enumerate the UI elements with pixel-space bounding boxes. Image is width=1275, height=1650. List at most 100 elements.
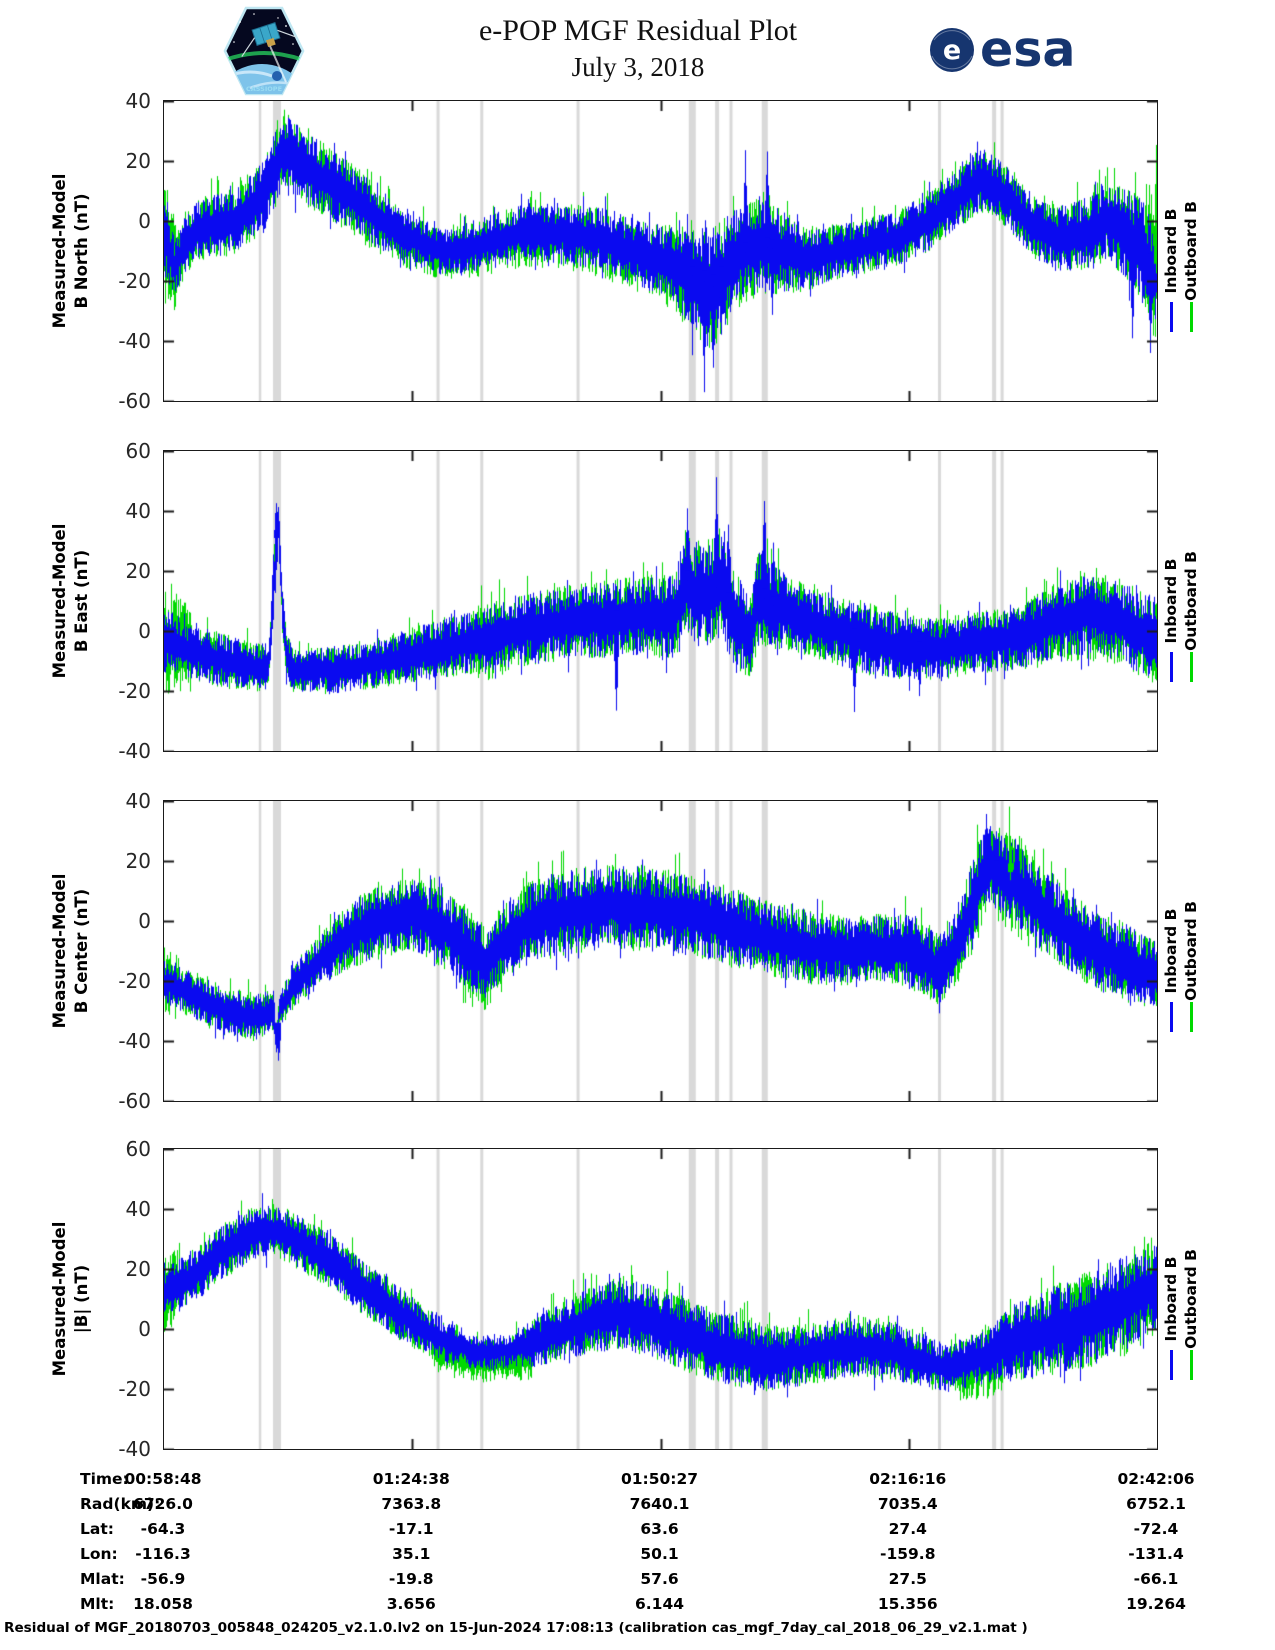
y-tick-label: -40 <box>118 1437 151 1461</box>
table-cell: 15.356 <box>877 1595 938 1613</box>
table-cell: 57.6 <box>640 1570 679 1588</box>
outboard-line-swatch <box>1190 1350 1193 1380</box>
y-tick-label: -20 <box>118 269 151 293</box>
ylabel-line2: B East (nT) <box>72 549 91 653</box>
outboard-line-swatch <box>1190 1002 1193 1032</box>
table-cell: 6.144 <box>634 1595 685 1613</box>
legend-outboard-label: Outboard B <box>1182 551 1200 651</box>
table-cell: 01:50:27 <box>620 1470 699 1488</box>
y-tick-label: -20 <box>118 969 151 993</box>
plot-area-b-north <box>163 100 1158 402</box>
plot-area-b-mag <box>163 1148 1158 1450</box>
ylabel-line2: B North (nT) <box>72 193 91 309</box>
legend-inboard-label: Inboard B <box>1162 1256 1180 1342</box>
page-subtitle: July 3, 2018 <box>571 52 705 82</box>
table-row-label-time: Time: <box>80 1470 129 1488</box>
y-tick-label: 20 <box>125 149 151 173</box>
table-cell: 01:24:38 <box>372 1470 450 1488</box>
y-tick-label: -60 <box>118 1089 151 1113</box>
table-cell: 02:42:06 <box>1117 1470 1195 1488</box>
ylabel-line2: |B| (nT) <box>72 1264 91 1334</box>
table-cell: -64.3 <box>140 1520 186 1538</box>
y-tick-label: 40 <box>125 789 151 813</box>
y-tick-label: 0 <box>138 909 151 933</box>
y-tick-label: 40 <box>125 89 151 113</box>
svg-text:e: e <box>943 35 961 66</box>
legend-b-mag: Inboard B Outboard B <box>1161 1189 1203 1409</box>
plot-area-b-east <box>163 450 1158 752</box>
table-row-label-mlat: Mlat: <box>80 1570 125 1588</box>
legend-outboard-label: Outboard B <box>1182 901 1200 1001</box>
outboard-line-swatch <box>1190 302 1193 332</box>
plot-canvas-b-north <box>164 101 1157 401</box>
plot-canvas-b-east <box>164 451 1157 751</box>
footer-text: Residual of MGF_20180703_005848_024205_v… <box>4 1620 1028 1636</box>
table-cell: 02:16:16 <box>869 1470 947 1488</box>
legend-outboard-label: Outboard B <box>1182 1249 1200 1349</box>
y-tick-label: 40 <box>125 499 151 523</box>
legend-inboard-label: Inboard B <box>1162 558 1180 644</box>
plot-canvas-b-center <box>164 801 1157 1101</box>
table-cell: 00:58:48 <box>124 1470 202 1488</box>
y-tick-label: -20 <box>118 1377 151 1401</box>
cassiope-mission-patch: CASSIOPE <box>223 6 305 96</box>
outboard-line-swatch <box>1190 652 1193 682</box>
table-cell: 7363.8 <box>381 1495 442 1513</box>
legend-b-east: Inboard B Outboard B <box>1161 491 1203 711</box>
page-title: e-POP MGF Residual Plot <box>478 14 798 47</box>
plot-area-b-center <box>163 800 1158 1102</box>
y-tick-label: 60 <box>125 1137 151 1161</box>
ylabel-b-mag: Measured-Model |B| (nT) <box>49 1149 95 1449</box>
inboard-line-swatch <box>1170 302 1173 332</box>
y-tick-label: 0 <box>138 1317 151 1341</box>
y-tick-label: 0 <box>138 619 151 643</box>
table-cell: 27.4 <box>888 1520 927 1538</box>
satellite <box>241 22 300 57</box>
table-cell: -17.1 <box>388 1520 434 1538</box>
legend-b-center: Inboard B Outboard B <box>1161 841 1203 1061</box>
table-row-label-mlt: Mlt: <box>80 1595 115 1613</box>
table-cell: 19.264 <box>1126 1595 1186 1613</box>
legend-inboard-label: Inboard B <box>1162 208 1180 294</box>
inboard-line-swatch <box>1170 1350 1173 1380</box>
table-row-label-rad: Rad(km): <box>80 1495 161 1513</box>
ylabel-line1: Measured-Model <box>50 523 69 679</box>
table-cell: 7640.1 <box>629 1495 690 1513</box>
table-cell: 18.058 <box>133 1595 193 1613</box>
legend-b-north: Inboard B Outboard B <box>1161 141 1203 361</box>
table-cell: 63.6 <box>640 1520 679 1538</box>
y-tick-label: 40 <box>125 1197 151 1221</box>
y-tick-label: 60 <box>125 439 151 463</box>
table-row-label-lon: Lon: <box>80 1545 118 1563</box>
table-cell: 35.1 <box>392 1545 431 1563</box>
legend-inboard-label: Inboard B <box>1162 908 1180 994</box>
y-tick-label: 20 <box>125 849 151 873</box>
aurora-arc <box>225 51 303 62</box>
table-cell: -72.4 <box>1133 1520 1179 1538</box>
ylabel-line1: Measured-Model <box>50 873 69 1029</box>
patch-mission-name: CASSIOPE <box>246 85 282 93</box>
ylabel-line2: B Center (nT) <box>72 888 91 1014</box>
ylabel-b-north: Measured-Model B North (nT) <box>49 101 95 401</box>
y-tick-label: 0 <box>138 209 151 233</box>
satellite-beam <box>269 45 287 83</box>
y-tick-label: -40 <box>118 1029 151 1053</box>
table-cell: 6726.0 <box>133 1495 193 1513</box>
plot-canvas-b-mag <box>164 1149 1157 1449</box>
table-cell: -19.8 <box>388 1570 434 1588</box>
y-tick-label: -20 <box>118 679 151 703</box>
y-tick-label: -60 <box>118 389 151 413</box>
ylabel-line1: Measured-Model <box>50 1221 69 1377</box>
table-cell: 50.1 <box>640 1545 679 1563</box>
legend-outboard-label: Outboard B <box>1182 201 1200 301</box>
table-cell: -131.4 <box>1128 1545 1184 1563</box>
inboard-line-swatch <box>1170 1002 1173 1032</box>
y-tick-label: 20 <box>125 1257 151 1281</box>
table-cell: -56.9 <box>140 1570 186 1588</box>
ylabel-b-center: Measured-Model B Center (nT) <box>49 801 95 1101</box>
ylabel-b-east: Measured-Model B East (nT) <box>49 451 95 751</box>
y-tick-label: -40 <box>118 329 151 353</box>
table-cell: 7035.4 <box>877 1495 938 1513</box>
table-cell: -159.8 <box>880 1545 936 1563</box>
